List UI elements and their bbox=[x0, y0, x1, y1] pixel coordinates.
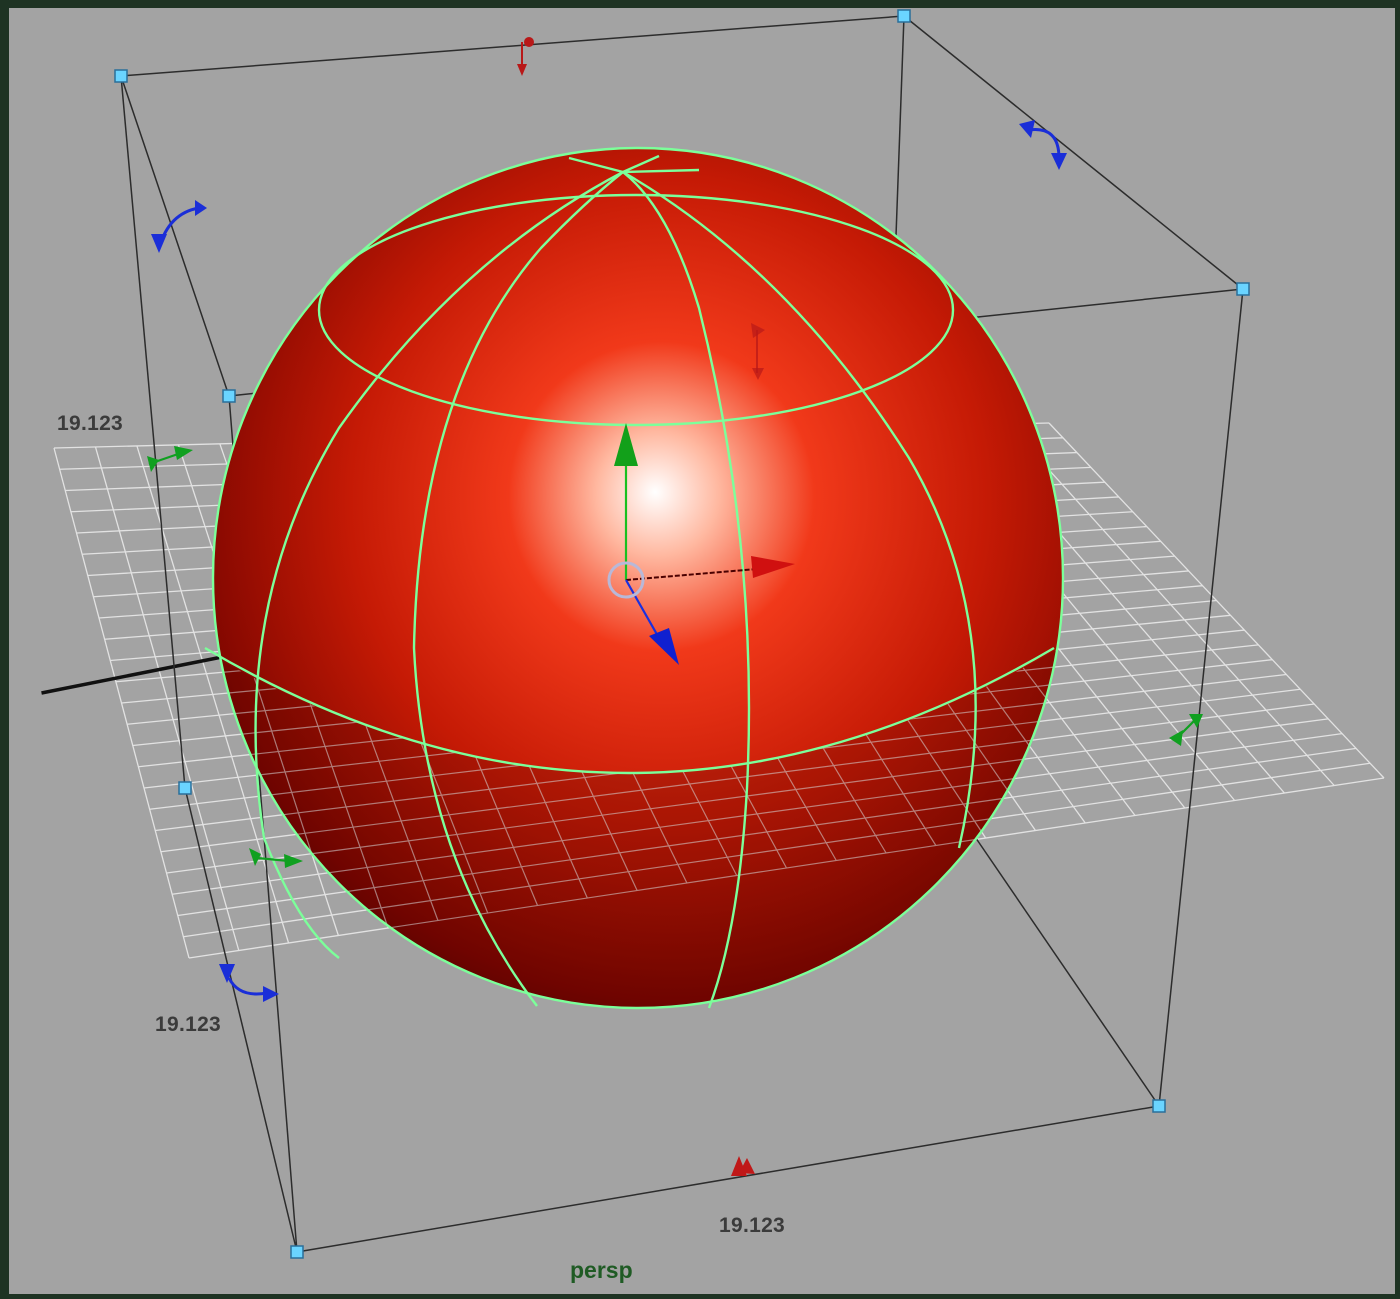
scale-handle-icon[interactable] bbox=[147, 37, 1203, 1176]
move-manipulator-icon[interactable] bbox=[607, 423, 795, 665]
selection-wireframe bbox=[204, 146, 1065, 1010]
dimension-label-left: 19.123 bbox=[57, 412, 124, 435]
dimension-label-front-left: 19.123 bbox=[155, 1013, 222, 1036]
viewport-scene[interactable] bbox=[9, 8, 1395, 1294]
rotate-handle-icon[interactable] bbox=[151, 120, 1067, 1002]
dimension-label-bottom: 19.123 bbox=[719, 1214, 786, 1237]
corner-handle-icon[interactable] bbox=[114, 9, 1250, 1259]
viewport-persp[interactable]: 19.123 19.123 19.123 persp bbox=[9, 8, 1395, 1294]
camera-name-label: persp bbox=[570, 1257, 633, 1283]
nurbs-sphere[interactable] bbox=[54, 146, 1384, 1010]
